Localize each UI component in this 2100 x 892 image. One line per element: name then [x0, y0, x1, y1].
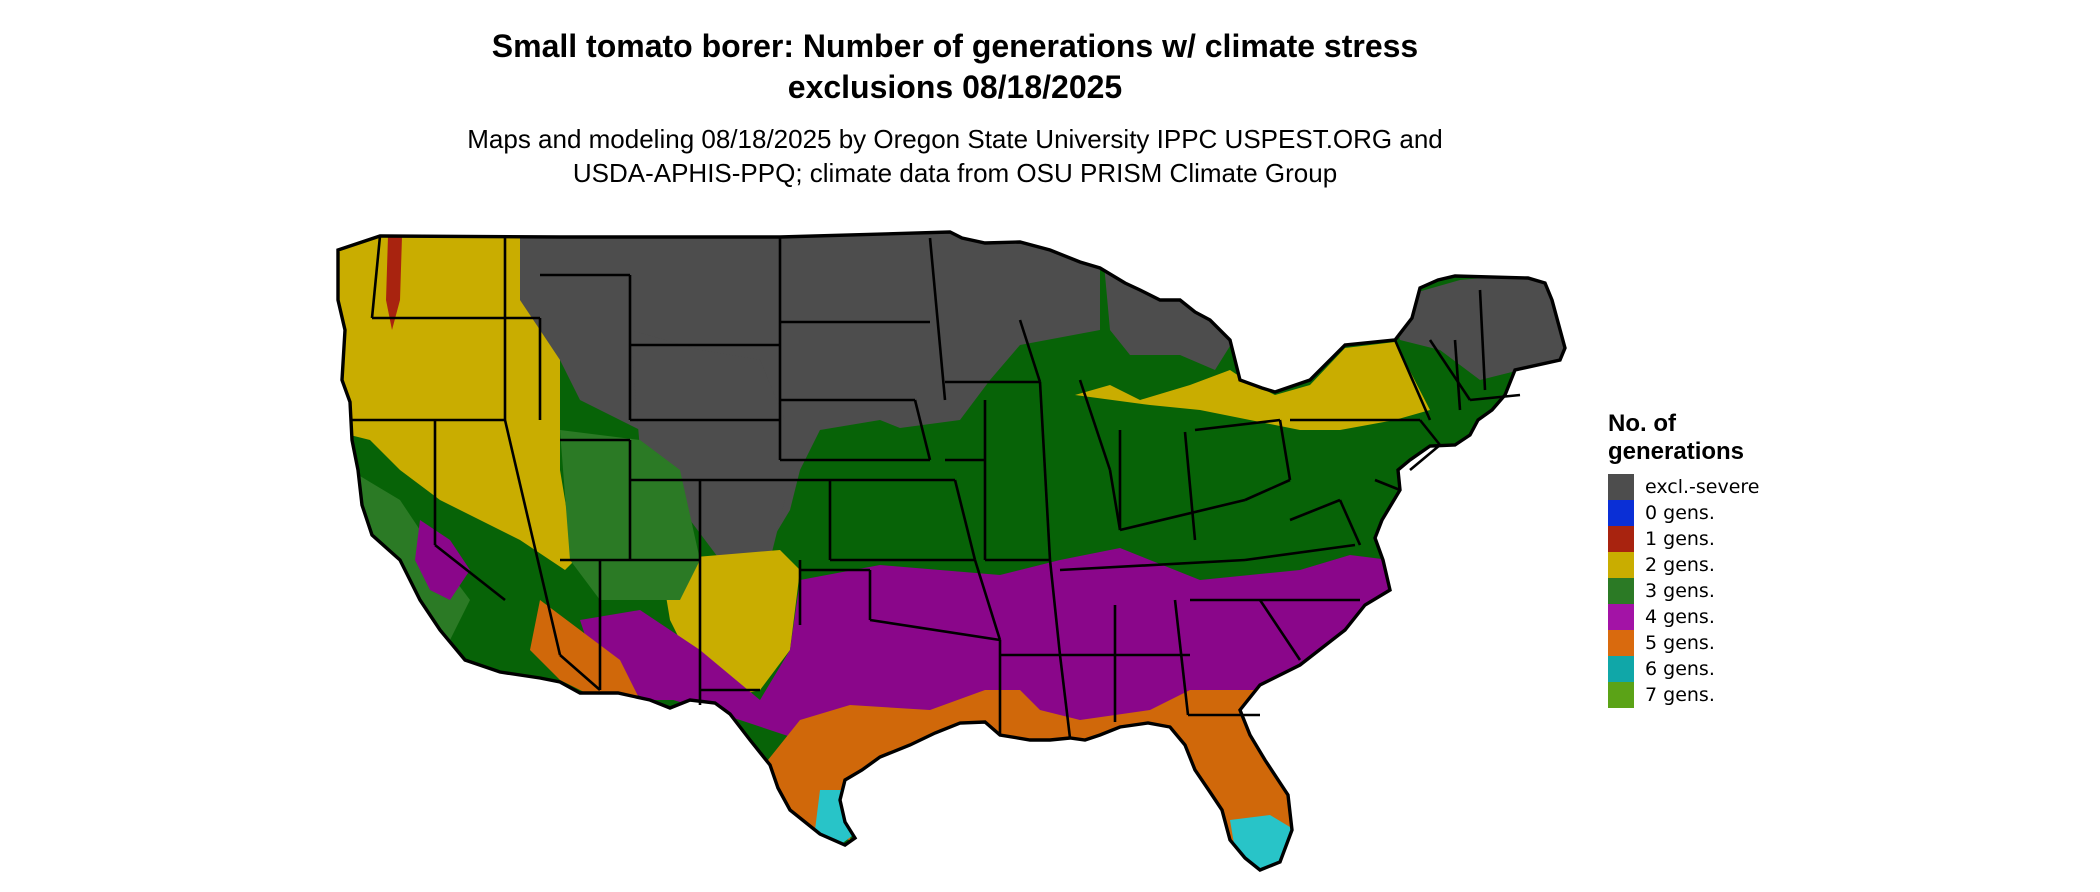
zone-excl-northeast: [1390, 270, 1565, 380]
legend-item: excl.-severe: [1608, 474, 1760, 500]
legend-swatch: [1608, 474, 1634, 500]
legend-label: 2 gens.: [1645, 554, 1715, 576]
legend-item: 3 gens.: [1608, 578, 1760, 604]
map-title: Small tomato borer: Number of generation…: [0, 26, 1910, 108]
legend-item: 6 gens.: [1608, 656, 1760, 682]
zone-5-gens-gulf-coast: [760, 690, 1300, 870]
legend-title-line-1: No. of: [1608, 410, 1676, 437]
generation-zones: [338, 232, 1565, 870]
map-title-line-1: Small tomato borer: Number of generation…: [491, 28, 1419, 64]
legend-swatch: [1608, 656, 1634, 682]
map-title-line-2: exclusions 08/18/2025: [787, 69, 1123, 105]
legend-swatch: [1608, 630, 1634, 656]
legend: No. of generations excl.-severe 0 gens. 1 …: [1608, 410, 1760, 708]
zone-5-gens-desert-southwest: [530, 600, 640, 700]
legend-title: No. of generations: [1608, 410, 1760, 466]
legend-label: 6 gens.: [1645, 658, 1715, 680]
legend-label: 3 gens.: [1645, 580, 1715, 602]
legend-label: 1 gens.: [1645, 528, 1715, 550]
legend-swatch: [1608, 578, 1634, 604]
legend-label: 5 gens.: [1645, 632, 1715, 654]
map-subtitle-line-2: USDA-APHIS-PPQ; climate data from OSU PR…: [572, 158, 1338, 188]
legend-item: 5 gens.: [1608, 630, 1760, 656]
legend-label: excl.-severe: [1645, 476, 1760, 498]
legend-title-line-2: generations: [1608, 438, 1745, 465]
map-subtitle: Maps and modeling 08/18/2025 by Oregon S…: [0, 122, 1910, 190]
legend-swatch: [1608, 526, 1634, 552]
state-borders: [352, 235, 1521, 739]
legend-item: 2 gens.: [1608, 552, 1760, 578]
legend-label: 0 gens.: [1645, 502, 1715, 524]
legend-swatch: [1608, 552, 1634, 578]
legend-swatch: [1608, 604, 1634, 630]
legend-label: 4 gens.: [1645, 606, 1715, 628]
legend-item: 4 gens.: [1608, 604, 1760, 630]
zone-1-gens-cascades: [386, 236, 402, 330]
legend-swatch: [1608, 682, 1634, 708]
legend-label: 7 gens.: [1645, 684, 1715, 706]
zone-excl-northern-plains: [520, 232, 1100, 560]
zone-3-gens-california: [350, 470, 470, 640]
legend-item: 1 gens.: [1608, 526, 1760, 552]
map-subtitle-line-1: Maps and modeling 08/18/2025 by Oregon S…: [467, 124, 1443, 154]
zone-4-gens-southwest-desert: [415, 520, 470, 600]
us-generations-map: [336, 230, 1567, 872]
legend-item: 7 gens.: [1608, 682, 1760, 708]
legend-items: excl.-severe 0 gens. 1 gens. 2 gens. 3 gens.…: [1608, 474, 1760, 708]
legend-swatch: [1608, 500, 1634, 526]
legend-item: 0 gens.: [1608, 500, 1760, 526]
